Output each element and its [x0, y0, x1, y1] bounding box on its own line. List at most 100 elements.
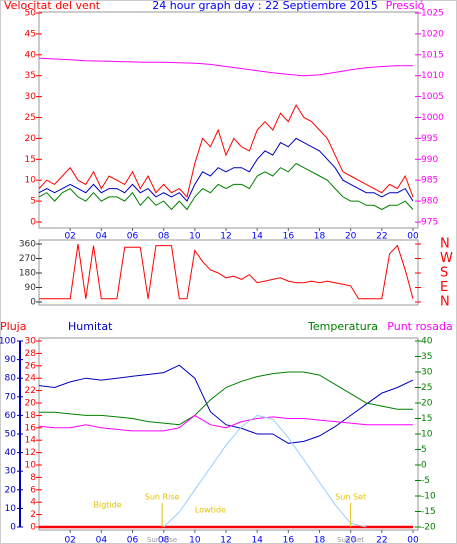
y2-tick-label: 985: [421, 176, 438, 186]
y-tick-label: 2: [30, 510, 36, 520]
x-tick-label: 22: [376, 232, 387, 242]
series-line: [39, 371, 413, 426]
y-tick-label: 40: [25, 50, 37, 60]
y3-tick-label: 30: [5, 467, 17, 477]
x-tick-label: 10: [189, 536, 201, 544]
y-tick-label: 20: [25, 399, 37, 409]
y2-tick-label: 1005: [421, 92, 444, 102]
y-tick-label: 20: [25, 134, 37, 144]
y2-tick-label: E: [440, 280, 448, 295]
y-tick-label: 6: [30, 485, 36, 495]
y2-tick-label: -15: [421, 507, 436, 517]
x-tick-label: 20: [345, 536, 357, 544]
x-tick-label: 06: [127, 536, 139, 544]
x-tick-label: 10: [189, 232, 201, 242]
x-tick-label: 22: [376, 536, 387, 544]
y-tick-label: 22: [25, 386, 36, 396]
x-tick-label: 16: [283, 536, 295, 544]
y-tick-label: 0: [30, 298, 36, 308]
y2-tick-label: 15: [421, 414, 432, 424]
y-tick-label: 0: [30, 523, 36, 533]
legend-entry: Humitat: [68, 320, 113, 333]
y3-tick-label: 20: [5, 485, 17, 495]
y2-tick-label: 1010: [421, 71, 444, 81]
x-tick-label: 00: [407, 232, 419, 242]
y2-tick-label: N: [440, 295, 450, 310]
y3-tick-label: 60: [5, 411, 17, 421]
y2-tick-label: -10: [421, 492, 436, 502]
series-line: [163, 414, 367, 528]
y-tick-label: 180: [19, 269, 36, 279]
annotation: Sun Set: [335, 493, 366, 502]
y2-tick-label: 980: [421, 197, 438, 207]
y2-tick-label: 975: [421, 218, 438, 228]
y2-tick-label: 25: [421, 383, 432, 393]
annotation: Sun Rise: [147, 536, 177, 544]
series-line: [38, 162, 414, 211]
y-tick-label: 18: [25, 411, 37, 421]
x-tick-label: 04: [96, 536, 108, 544]
y-tick-label: 10: [25, 176, 37, 186]
y-tick-label: 45: [25, 29, 36, 39]
y-tick-label: 26: [25, 361, 37, 371]
annotation: Bigtide: [93, 501, 121, 510]
y-tick-label: 35: [25, 71, 36, 81]
y2-tick-label: 10: [421, 430, 433, 440]
y-tick-label: 15: [25, 155, 36, 165]
y-tick-label: 4: [30, 498, 36, 508]
y2-tick-label: 35: [421, 352, 432, 362]
x-tick-label: 08: [158, 232, 170, 242]
x-tick-label: 20: [345, 232, 357, 242]
plot-frame: [38, 11, 419, 229]
y2-tick-label: -5: [421, 476, 430, 486]
y2-tick-label: 30: [421, 368, 433, 378]
y2-tick-label: 40: [421, 337, 433, 347]
y-tick-label: 25: [25, 113, 36, 123]
series-line: [38, 364, 414, 444]
y-tick-label: 10: [25, 461, 37, 471]
x-tick-label: 14: [251, 536, 263, 544]
y-tick-label: 12: [25, 448, 36, 458]
y2-tick-label: 20: [421, 399, 433, 409]
legend-entry: Punt rosada: [387, 320, 452, 333]
y-tick-label: 24: [25, 374, 37, 384]
x-tick-label: 18: [314, 232, 326, 242]
chart-title: 24 hour graph day : 22 Septiembre 2015: [152, 0, 377, 12]
y3-tick-label: 100: [0, 337, 16, 347]
y3-tick-label: 70: [5, 392, 17, 402]
y-tick-label: 5: [30, 197, 36, 207]
annotation: Sun Set: [337, 536, 364, 544]
y-axis-title: Velocitat del vent: [4, 0, 101, 12]
y3-tick-label: 80: [5, 374, 17, 384]
x-tick-label: 16: [283, 232, 295, 242]
x-tick-label: 02: [64, 536, 75, 544]
y-tick-label: 50: [25, 9, 37, 19]
series-line: [38, 137, 414, 202]
y-tick-label: 16: [25, 423, 37, 433]
x-tick-label: 18: [314, 536, 326, 544]
x-tick-label: 12: [220, 536, 231, 544]
y2-tick-label: W: [440, 251, 453, 266]
annotation: Sun Rise: [145, 493, 180, 502]
y3-tick-label: 0: [10, 523, 16, 533]
y2-tick-label: 1000: [421, 113, 444, 123]
x-tick-label: 02: [64, 232, 75, 242]
y-tick-label: 90: [25, 283, 37, 293]
x-tick-label: 00: [407, 536, 419, 544]
legend-entry: Pluja: [0, 320, 26, 333]
y-tick-label: 270: [19, 254, 36, 264]
y2-tick-label: 995: [421, 134, 438, 144]
y-tick-label: 30: [25, 92, 37, 102]
y2-tick-label: -20: [421, 523, 436, 533]
x-tick-label: 06: [127, 232, 139, 242]
series-line: [38, 414, 413, 432]
y3-tick-label: 90: [5, 355, 17, 365]
series-line: [38, 103, 414, 198]
y2-axis-title: Pressió: [386, 0, 425, 12]
annotation: Lowtide: [195, 506, 226, 515]
y3-tick-label: 40: [5, 448, 17, 458]
y3-tick-label: 50: [5, 430, 17, 440]
y-tick-label: 360: [19, 240, 36, 250]
